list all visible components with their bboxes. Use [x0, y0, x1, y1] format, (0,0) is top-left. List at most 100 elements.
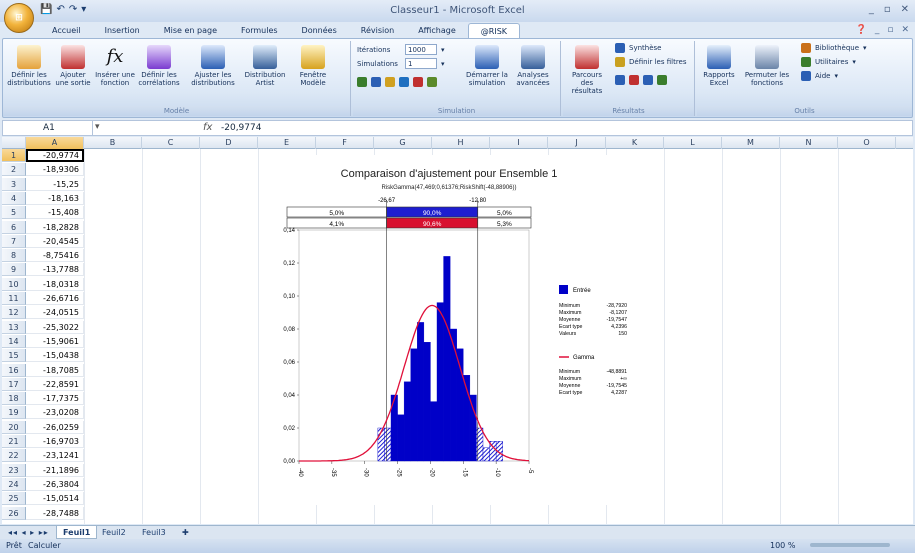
- row-header-5[interactable]: 5: [2, 206, 26, 220]
- demo-icon[interactable]: [399, 77, 409, 87]
- cell-A21[interactable]: -16,9703: [26, 435, 84, 448]
- row-header-18[interactable]: 18: [2, 392, 26, 406]
- row-header-3[interactable]: 3: [2, 177, 26, 191]
- utilities-button[interactable]: Utilitaires ▾: [801, 57, 856, 67]
- update-icon[interactable]: [385, 77, 395, 87]
- sheet-nav-icon[interactable]: ◂◂ ◂ ▸ ▸▸: [8, 528, 49, 537]
- results-window-icon[interactable]: [643, 75, 653, 85]
- row-header-16[interactable]: 16: [2, 363, 26, 377]
- sheet-tab-Feuil2[interactable]: Feuil2: [102, 528, 126, 537]
- cell-A19[interactable]: -23,0208: [26, 406, 84, 420]
- row-header-13[interactable]: 13: [2, 320, 26, 334]
- doc-restore-icon[interactable]: ▫: [887, 25, 894, 35]
- column-header-B[interactable]: B: [84, 137, 142, 149]
- cell-A11[interactable]: -26,6716: [26, 292, 84, 305]
- status-calc[interactable]: Calculer: [28, 541, 61, 550]
- define-correlations-button[interactable]: Définir les corrélations: [137, 45, 181, 87]
- cell-A9[interactable]: -13,7788: [26, 263, 84, 277]
- column-header-O[interactable]: O: [838, 137, 896, 149]
- column-header-L[interactable]: L: [664, 137, 722, 149]
- fit-distribution-button[interactable]: Ajuster les distributions: [189, 45, 237, 87]
- simulations-input[interactable]: 1: [405, 58, 437, 69]
- row-header-24[interactable]: 24: [2, 477, 26, 491]
- dropdown-icon[interactable]: ▾: [81, 4, 87, 15]
- row-header-12[interactable]: 12: [2, 306, 26, 320]
- row-header-8[interactable]: 8: [2, 249, 26, 263]
- minimize-icon[interactable]: _: [868, 4, 874, 15]
- column-header-F[interactable]: F: [316, 137, 374, 149]
- model-window-button[interactable]: Fenêtre Modèle: [293, 45, 333, 87]
- column-header-K[interactable]: K: [606, 137, 664, 149]
- cell-A15[interactable]: -15,0438: [26, 349, 84, 363]
- cell-A3[interactable]: -15,25: [26, 177, 84, 191]
- excel-reports-button[interactable]: Rapports Excel: [699, 45, 739, 87]
- browse-results-button[interactable]: Parcours des résultats: [565, 45, 609, 95]
- random-icon[interactable]: [413, 77, 423, 87]
- doc-minimize-icon[interactable]: _: [874, 25, 880, 35]
- row-header-15[interactable]: 15: [2, 349, 26, 363]
- cell-A25[interactable]: -15,0514: [26, 492, 84, 506]
- cell-A17[interactable]: -22,8591: [26, 377, 84, 391]
- cell-A2[interactable]: -18,9306: [26, 163, 84, 177]
- redo-icon[interactable]: ↷: [68, 4, 78, 15]
- doc-close-icon[interactable]: ✕: [901, 25, 909, 35]
- formula-input[interactable]: -20,9774: [221, 123, 262, 133]
- cell-A26[interactable]: -28,7488: [26, 506, 84, 520]
- row-header-6[interactable]: 6: [2, 220, 26, 234]
- cell-A8[interactable]: -8,75416: [26, 249, 84, 263]
- cell-A12[interactable]: -24,0515: [26, 306, 84, 320]
- cell-A5[interactable]: -15,408: [26, 206, 84, 220]
- add-output-button[interactable]: Ajouter une sortie: [53, 45, 93, 87]
- row-header-21[interactable]: 21: [2, 435, 26, 448]
- save-icon[interactable]: 💾: [40, 4, 53, 15]
- tab-0[interactable]: Accueil: [52, 26, 81, 35]
- row-header-1[interactable]: 1: [2, 149, 26, 162]
- tab-2[interactable]: Mise en page: [163, 26, 217, 35]
- row-header-26[interactable]: 26: [2, 506, 26, 520]
- live-icon[interactable]: [427, 77, 437, 87]
- column-header-A[interactable]: A: [26, 137, 84, 149]
- cell-A13[interactable]: -25,3022: [26, 320, 84, 334]
- cell-A23[interactable]: -21,1896: [26, 463, 84, 477]
- row-header-11[interactable]: 11: [2, 292, 26, 305]
- distribution-artist-button[interactable]: Distribution Artist: [243, 45, 287, 87]
- cell-A7[interactable]: -20,4545: [26, 234, 84, 248]
- cell-A18[interactable]: -17,7375: [26, 392, 84, 406]
- cell-A24[interactable]: -26,3804: [26, 477, 84, 491]
- column-header-D[interactable]: D: [200, 137, 258, 149]
- column-header-H[interactable]: H: [432, 137, 490, 149]
- row-header-4[interactable]: 4: [2, 191, 26, 205]
- tab-3[interactable]: Formules: [241, 26, 278, 35]
- results-view-icon[interactable]: [615, 75, 625, 85]
- cell-A22[interactable]: -23,1241: [26, 449, 84, 463]
- settings-icon[interactable]: [357, 77, 367, 87]
- row-header-17[interactable]: 17: [2, 377, 26, 391]
- swap-functions-button[interactable]: Permuter les fonctions: [743, 45, 791, 87]
- cell-A1[interactable]: -20,9774: [26, 149, 84, 162]
- row-header-10[interactable]: 10: [2, 277, 26, 291]
- close-icon[interactable]: ✕: [900, 4, 909, 15]
- fx-icon[interactable]: fx: [203, 122, 213, 133]
- row-header-9[interactable]: 9: [2, 263, 26, 277]
- sheet-tab-Feuil3[interactable]: Feuil3: [142, 528, 166, 537]
- office-button[interactable]: ⊞: [4, 3, 34, 33]
- tab-1[interactable]: Insertion: [104, 26, 140, 35]
- help-icon[interactable]: ❓: [855, 25, 867, 35]
- cell-A4[interactable]: -18,163: [26, 191, 84, 205]
- row-header-2[interactable]: 2: [2, 163, 26, 177]
- library-button[interactable]: Bibliothèque ▾: [801, 43, 867, 53]
- column-header-I[interactable]: I: [490, 137, 548, 149]
- maximize-icon[interactable]: ▫: [883, 4, 891, 15]
- advanced-analyses-button[interactable]: Analyses avancées: [511, 45, 555, 87]
- row-header-22[interactable]: 22: [2, 449, 26, 463]
- tab-6[interactable]: Affichage: [418, 26, 456, 35]
- row-header-19[interactable]: 19: [2, 406, 26, 420]
- row-header-23[interactable]: 23: [2, 463, 26, 477]
- row-header-20[interactable]: 20: [2, 420, 26, 434]
- cell-A6[interactable]: -18,2828: [26, 220, 84, 234]
- fit-comparison-chart[interactable]: Comparaison d'ajustement pour Ensemble 1…: [259, 155, 639, 505]
- select-all-corner[interactable]: [2, 137, 26, 149]
- column-header-C[interactable]: C: [142, 137, 200, 149]
- filters-button[interactable]: Définir les filtres: [615, 57, 687, 67]
- cell-A20[interactable]: -26,0259: [26, 420, 84, 434]
